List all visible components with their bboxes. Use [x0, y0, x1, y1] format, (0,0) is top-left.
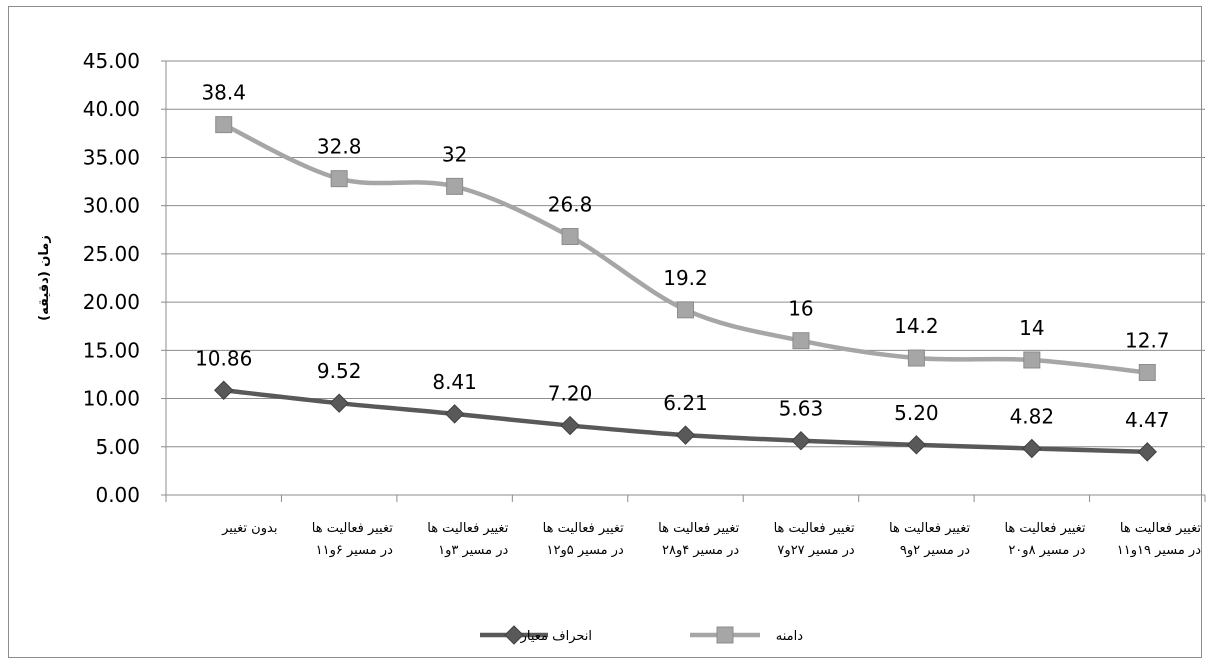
category-label: در مسیر ۸و۲۰: [1008, 543, 1085, 558]
data-label: 5.20: [894, 401, 939, 425]
data-label: 10.86: [195, 346, 252, 370]
y-tick-label: 20.00: [83, 290, 140, 314]
data-label: 5.63: [779, 397, 824, 421]
data-label: 38.4: [201, 81, 246, 105]
y-tick-label: 5.00: [95, 435, 140, 459]
data-point-square: [1023, 351, 1041, 369]
data-point-diamond: [1137, 442, 1157, 462]
data-point-square: [677, 301, 694, 319]
category-label: تغییر فعالیت ها: [889, 521, 970, 536]
category-label: در مسیر ۱۹و۱۱: [1117, 543, 1201, 558]
category-label: در مسیر ۲و۹: [900, 543, 970, 558]
category-label: در مسیر ۶و۱۱: [316, 543, 393, 558]
legend-marker-square: [716, 626, 734, 644]
chart-frame: [8, 6, 1202, 658]
y-tick-label: 10.00: [83, 387, 140, 411]
category-label: در مسیر ۴و۲۸: [662, 543, 739, 558]
data-label: 16: [788, 297, 813, 321]
y-tick-label: 15.00: [83, 338, 140, 362]
category-label: بدون تغییر: [221, 521, 277, 536]
data-label: 4.47: [1125, 408, 1170, 432]
data-point-diamond: [444, 404, 465, 424]
y-tick-label: 25.00: [83, 242, 140, 266]
category-label: در مسیر ۲۷و۷: [777, 543, 854, 558]
data-point-diamond: [214, 380, 234, 400]
category-label: تغییر فعالیت ها: [658, 521, 739, 536]
category-label: تغییر فعالیت ها: [1120, 521, 1201, 536]
data-point-square: [907, 349, 925, 367]
data-label: 7.20: [548, 382, 593, 406]
data-point-diamond: [675, 425, 696, 445]
data-label: 32.8: [317, 135, 362, 159]
y-axis-title: زمان (دقیقه): [37, 235, 52, 321]
y-tick-label: 0.00: [95, 483, 140, 507]
data-label: 6.21: [663, 391, 708, 415]
data-point-square: [446, 177, 464, 195]
series-line: [222, 122, 1148, 375]
data-point-diamond: [560, 415, 580, 436]
data-point-square: [330, 170, 348, 188]
category-label: تغییر فعالیت ها: [774, 521, 855, 536]
data-point-diamond: [906, 435, 927, 455]
legend-marker-diamond: [504, 625, 524, 645]
category-label: تغییر فعالیت ها: [312, 521, 393, 536]
legend-label: انحراف معیار: [520, 629, 592, 644]
data-point-diamond: [329, 393, 349, 413]
legend-label: دامنه: [776, 629, 803, 644]
data-label: 14.2: [894, 314, 939, 338]
data-point-square: [1138, 364, 1156, 382]
data-label: 9.52: [317, 359, 362, 383]
data-point-square: [561, 228, 579, 246]
data-label: 32: [442, 142, 467, 166]
data-label: 12.7: [1125, 329, 1170, 353]
data-point-diamond: [1022, 438, 1042, 459]
data-label: 14: [1019, 316, 1044, 340]
category-label: تغییر فعالیت ها: [543, 521, 624, 536]
data-point-square: [215, 116, 233, 134]
data-point-square: [792, 332, 810, 350]
y-tick-label: 40.00: [83, 97, 140, 121]
data-point-diamond: [791, 430, 811, 451]
data-label: 26.8: [548, 193, 593, 217]
data-label: 8.41: [432, 370, 477, 394]
y-tick-label: 30.00: [83, 194, 140, 218]
data-label: 4.82: [1010, 405, 1055, 429]
category-label: در مسیر ۳و۱: [438, 543, 508, 558]
category-label: تغییر فعالیت ها: [1004, 521, 1085, 536]
category-label: تغییر فعالیت ها: [427, 521, 508, 536]
category-label: در مسیر ۵و۱۲: [547, 543, 624, 558]
y-tick-label: 45.00: [83, 49, 140, 73]
data-label: 19.2: [663, 266, 708, 290]
y-tick-label: 35.00: [83, 145, 140, 169]
